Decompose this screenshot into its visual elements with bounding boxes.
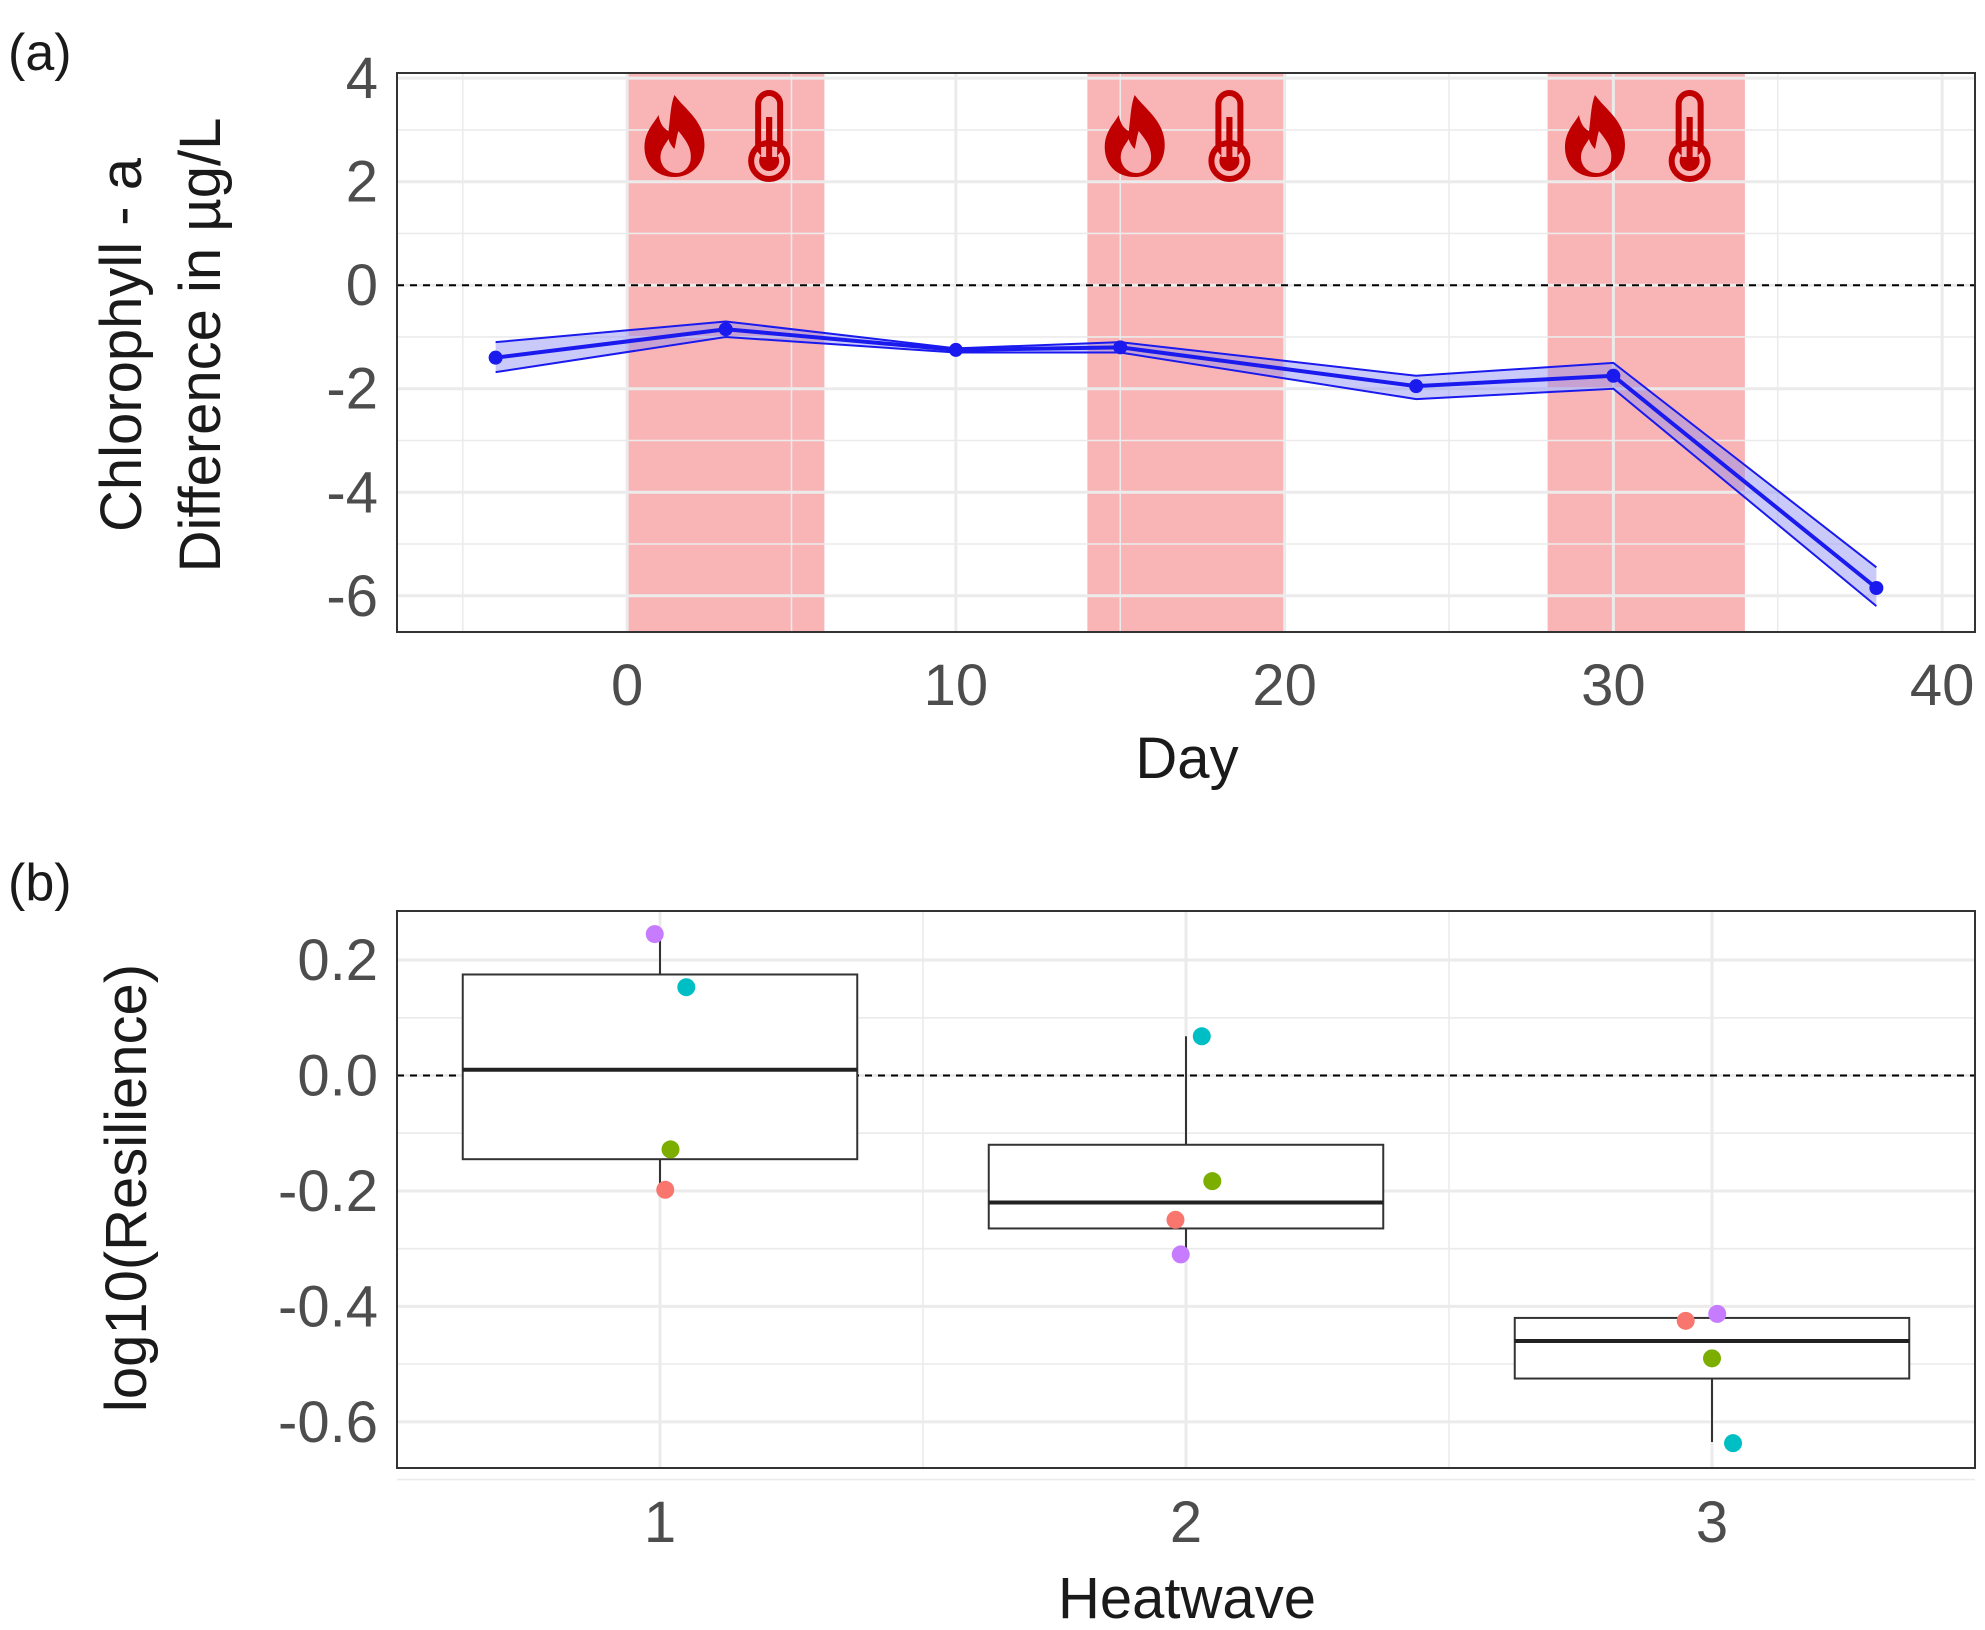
y-tick-label: -6 [326,564,378,629]
data-point [1113,340,1128,355]
x-tick-label: 30 [1581,653,1646,718]
y-tick-label: -0.2 [278,1159,378,1224]
data-point [1676,1311,1695,1330]
data-point [661,1140,680,1159]
y-tick-label: 2 [346,150,378,215]
thermometer-mercury-top [1226,117,1233,157]
data-point [1166,1210,1185,1229]
data-point [948,342,963,357]
boxplot-2 [987,1036,1385,1255]
thermometer-icon [1208,90,1251,182]
thermometer-icon [748,90,791,182]
y-tick-label: 0.0 [297,1044,378,1109]
fire-inner-shape [1580,131,1612,173]
thermometer-icon [1668,90,1711,182]
data-point [1409,379,1424,394]
heatwave-icons-group [644,90,1711,182]
data-point [1708,1304,1727,1323]
box-iqr [1513,1316,1911,1380]
data-point [1606,368,1621,383]
y-axis-title-line-1: Chlorophyll - a [89,157,154,532]
x-axis-title: Heatwave [1058,1566,1316,1630]
y-axis-title: log10(Resilience) [94,964,159,1412]
plot-frame [396,72,1976,633]
y-tick-label: -4 [326,460,378,525]
fire-inner-shape [660,131,691,173]
data-point [488,350,503,365]
y-tick-label: 4 [346,46,378,111]
plot-border [396,72,1976,633]
data-point [1869,581,1884,596]
x-tick-label: 20 [1252,653,1317,718]
boxplots-group [397,934,1975,1443]
points-group [645,925,1743,1453]
data-point [1703,1349,1721,1368]
fire-icon [644,95,705,177]
fire-icon [1564,95,1625,177]
box-iqr [987,1143,1385,1230]
x-tick-label: 40 [1910,653,1975,718]
y-tick-label: 0.2 [297,928,378,993]
data-point [1203,1172,1222,1191]
x-tick-label: 0 [611,653,643,718]
data-point [645,925,664,944]
plot-border [396,910,1976,1469]
data-point [1192,1027,1211,1046]
x-tick-label: 1 [644,1490,676,1555]
data-point [718,322,733,337]
thermometer-mercury-top [1686,117,1693,157]
fire-icon [1104,95,1165,177]
series-group [397,284,1975,607]
boxplot-1 [461,934,859,1191]
x-tick-label: 2 [1170,1490,1202,1555]
data-point [656,1180,675,1199]
x-axis-title: Day [1135,726,1238,791]
data-point [1171,1245,1190,1264]
thermometer-mercury-top [766,117,773,157]
tick-labels-group: 1 2 3 0.2 0.0 -0.2 -0.4 -0.6 [278,928,1728,1555]
y-tick-label: -0.6 [278,1390,378,1455]
plot-frame [396,910,1976,1469]
y-axis-title-line-2: Difference in µg/L [168,118,233,573]
panel-b-chart: 1 2 3 0.2 0.0 -0.2 -0.4 -0.6 (b) Heatwave log10… [8,854,1976,1630]
data-point [1724,1434,1743,1453]
panel-a-label: (a) [8,24,72,82]
panel-b-label: (b) [8,854,72,912]
data-point [677,978,696,997]
x-tick-label: 3 [1696,1490,1728,1555]
y-tick-label: -2 [326,357,378,422]
y-tick-label: 0 [346,253,378,318]
y-tick-label: -0.4 [278,1274,378,1339]
box-iqr [461,973,859,1161]
fire-inner-shape [1120,131,1152,173]
x-tick-label: 10 [924,653,989,718]
